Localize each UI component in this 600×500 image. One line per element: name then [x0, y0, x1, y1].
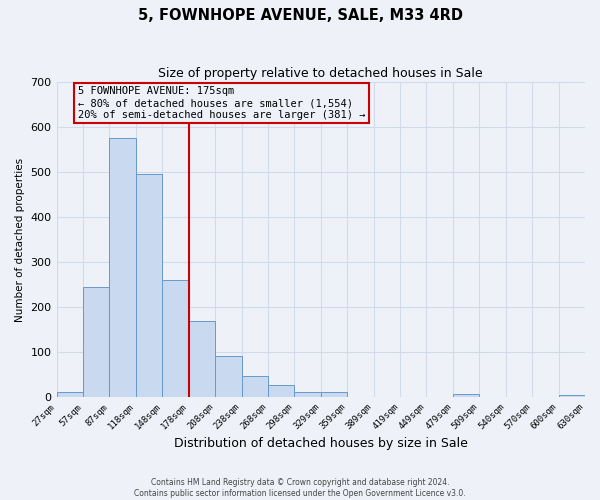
Bar	[453, 394, 479, 398]
Title: Size of property relative to detached houses in Sale: Size of property relative to detached ho…	[158, 68, 483, 80]
X-axis label: Distribution of detached houses by size in Sale: Distribution of detached houses by size …	[174, 437, 468, 450]
Bar	[83, 287, 109, 398]
Bar	[242, 376, 268, 398]
Bar	[295, 392, 321, 398]
Bar	[321, 392, 347, 398]
Bar	[268, 385, 295, 398]
Y-axis label: Number of detached properties: Number of detached properties	[15, 158, 25, 322]
Bar	[56, 392, 83, 398]
Bar	[215, 356, 242, 398]
Bar	[559, 395, 585, 398]
Bar	[188, 320, 215, 398]
Text: 5, FOWNHOPE AVENUE, SALE, M33 4RD: 5, FOWNHOPE AVENUE, SALE, M33 4RD	[137, 8, 463, 22]
Text: 5 FOWNHOPE AVENUE: 175sqm
← 80% of detached houses are smaller (1,554)
20% of se: 5 FOWNHOPE AVENUE: 175sqm ← 80% of detac…	[77, 86, 365, 120]
Bar	[136, 174, 162, 398]
Text: Contains HM Land Registry data © Crown copyright and database right 2024.
Contai: Contains HM Land Registry data © Crown c…	[134, 478, 466, 498]
Bar	[162, 280, 188, 398]
Bar	[109, 138, 136, 398]
